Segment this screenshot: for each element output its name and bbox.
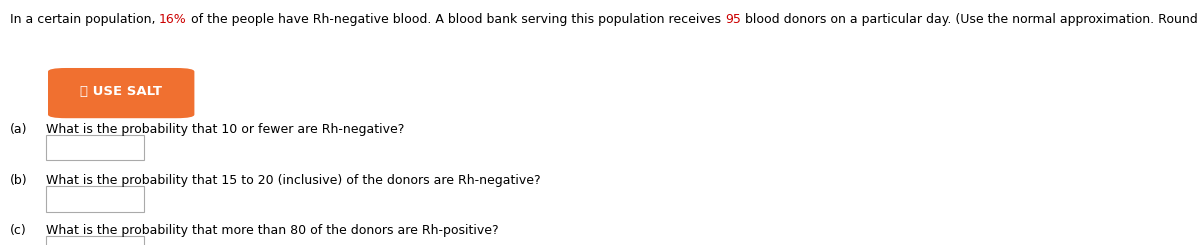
Text: 16%: 16% [160,13,187,26]
Text: (c): (c) [10,224,26,237]
Text: (b): (b) [10,174,28,187]
Text: What is the probability that 10 or fewer are Rh-negative?: What is the probability that 10 or fewer… [46,122,404,135]
Text: 🔔 USE SALT: 🔔 USE SALT [80,85,162,98]
Text: of the people have Rh-negative blood. A blood bank serving this population recei: of the people have Rh-negative blood. A … [187,13,725,26]
Text: In a certain population,: In a certain population, [10,13,160,26]
Text: 95: 95 [725,13,740,26]
Text: blood donors on a particular day. (Use the normal approximation. Round your answ: blood donors on a particular day. (Use t… [740,13,1200,26]
Text: What is the probability that more than 80 of the donors are Rh-positive?: What is the probability that more than 8… [46,224,498,237]
Text: (a): (a) [10,122,28,135]
Text: What is the probability that 15 to 20 (inclusive) of the donors are Rh-negative?: What is the probability that 15 to 20 (i… [46,174,540,187]
